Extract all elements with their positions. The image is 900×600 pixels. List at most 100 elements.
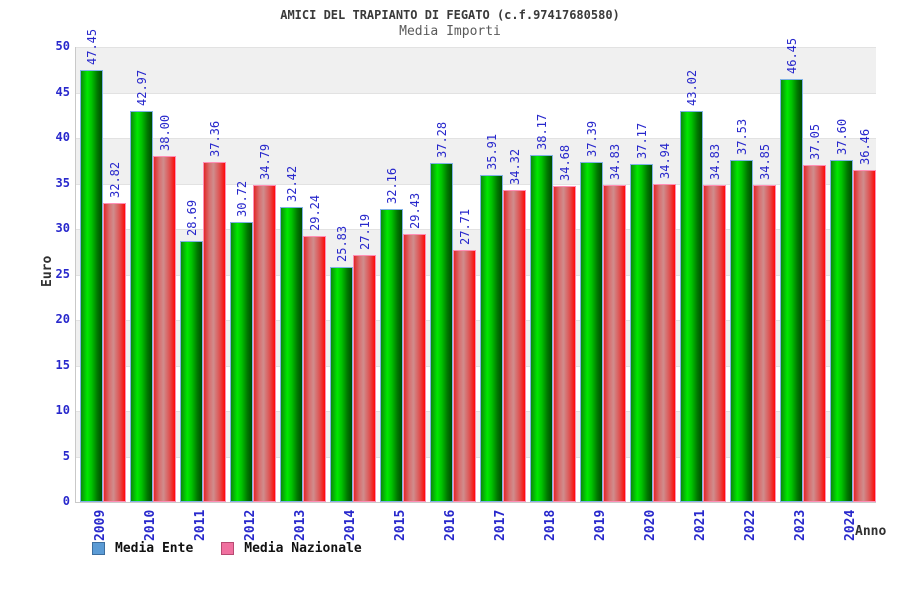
y-tick-label: 35: [55, 175, 70, 190]
bar-value-label: 25.83: [334, 225, 349, 262]
bar-value-label: 37.17: [634, 122, 649, 159]
x-tick-label-2017: 2017: [493, 509, 508, 541]
bar-media-nazionale-2020: [653, 184, 676, 502]
bar-value-label: 34.68: [557, 145, 572, 182]
bar-value-label: 29.43: [407, 193, 422, 230]
gridline: [76, 320, 876, 321]
bar-value-label: 34.32: [507, 148, 522, 185]
bar-media-ente-2010: [130, 110, 153, 502]
bar-value-label: 34.85: [757, 143, 772, 180]
bar-value-label: 27.19: [357, 213, 372, 250]
bar-media-nazionale-2023: [803, 164, 826, 502]
chart-subtitle: Media Importi: [399, 24, 501, 39]
bar-media-ente-2016: [430, 162, 453, 502]
bar-media-nazionale-2022: [753, 184, 776, 502]
bar-media-nazionale-2016: [453, 249, 476, 502]
x-tick-label-2013: 2013: [293, 509, 308, 541]
bar-media-ente-2023: [780, 79, 803, 502]
plot-band: [76, 92, 876, 138]
bar-media-nazionale-2019: [603, 185, 626, 502]
bar-media-ente-2022: [730, 160, 753, 502]
gridline: [76, 365, 876, 367]
bar-value-label: 37.28: [434, 121, 449, 158]
x-tick-label-2020: 2020: [643, 509, 658, 541]
gridline: [76, 411, 876, 412]
y-tick-label: 5: [62, 448, 70, 463]
x-tick-label-2021: 2021: [693, 509, 708, 541]
bar-media-nazionale-2018: [553, 186, 576, 502]
y-tick-label: 15: [55, 357, 70, 372]
gridline: [76, 92, 876, 94]
bar-value-label: 34.83: [707, 143, 722, 181]
bar-value-label: 32.16: [384, 168, 399, 205]
x-tick-label-2009: 2009: [93, 509, 108, 541]
bar-media-nazionale-2009: [103, 203, 126, 502]
gridline: [76, 138, 876, 139]
bar-value-label: 27.71: [457, 208, 472, 245]
bar-value-label: 46.45: [784, 38, 799, 75]
bar-value-label: 37.39: [584, 120, 599, 157]
gridline: [76, 47, 876, 48]
bar-value-label: 37.36: [207, 120, 222, 158]
bar-value-label: 37.60: [834, 118, 849, 155]
x-tick-label-2016: 2016: [443, 509, 458, 541]
y-tick-label: 50: [55, 39, 70, 53]
x-tick-label-2011: 2011: [193, 509, 208, 541]
bar-media-ente-2018: [530, 154, 553, 502]
bar-media-nazionale-2010: [153, 156, 176, 502]
legend-item-media-nazionale: Media Nazionale: [221, 541, 362, 556]
bar-media-nazionale-2014: [353, 254, 376, 502]
bar-value-label: 34.79: [257, 144, 272, 181]
x-tick-label-2019: 2019: [593, 509, 608, 541]
y-tick-label: 45: [55, 84, 70, 99]
legend-swatch-media-ente: [92, 542, 105, 555]
gridline: [76, 456, 876, 458]
bar-media-ente-2021: [680, 110, 703, 502]
x-tick-label-2014: 2014: [343, 509, 358, 541]
y-tick-label: 10: [55, 403, 70, 417]
gridline: [76, 274, 876, 276]
bar-media-nazionale-2024: [853, 170, 876, 502]
chart-title: AMICI DEL TRAPIANTO DI FEGATO (c.f.97417…: [280, 8, 620, 22]
bar-value-label: 32.82: [107, 162, 122, 199]
x-tick-label-2023: 2023: [793, 509, 808, 541]
bar-media-ente-2013: [280, 206, 303, 502]
bar-value-label: 35.91: [484, 134, 499, 171]
bar-value-label: 30.72: [234, 181, 249, 218]
bar-value-label: 42.97: [134, 69, 149, 106]
bar-media-ente-2015: [380, 209, 403, 502]
bar-media-ente-2017: [480, 175, 503, 502]
bar-media-nazionale-2011: [203, 162, 226, 502]
bar-media-ente-2020: [630, 163, 653, 502]
legend-label-media-ente: Media Ente: [115, 541, 194, 556]
gridline: [76, 183, 876, 185]
bar-media-ente-2019: [580, 161, 603, 502]
plot-band: [76, 138, 876, 184]
legend-label-media-nazionale: Media Nazionale: [244, 541, 362, 556]
legend: Media Ente Media Nazionale: [92, 541, 362, 556]
bar-value-label: 37.53: [734, 119, 749, 156]
y-tick-label: 40: [55, 130, 70, 144]
bar-value-label: 36.46: [857, 129, 872, 166]
bar-value-label: 32.42: [284, 165, 299, 202]
plot-band: [76, 47, 876, 93]
bar-media-nazionale-2013: [303, 235, 326, 502]
bar-media-nazionale-2012: [253, 185, 276, 502]
y-tick-label: 0: [62, 494, 70, 508]
x-tick-label-2018: 2018: [543, 509, 558, 541]
x-axis-title: Anno: [855, 524, 887, 539]
plot-area: 47.45 32.82 2009 42.97 38.00 2010 28.69 37.36 20…: [75, 29, 876, 541]
x-tick-label-2012: 2012: [243, 509, 258, 541]
bar-media-ente-2024: [830, 159, 853, 502]
x-tick-label-2022: 2022: [743, 509, 758, 541]
bar-value-label: 29.24: [307, 194, 322, 231]
bar-media-ente-2011: [180, 240, 203, 502]
bar-value-label: 47.45: [84, 29, 99, 66]
bar-value-label: 37.05: [807, 123, 822, 160]
y-tick-label: 25: [55, 266, 70, 281]
bar-media-nazionale-2017: [503, 189, 526, 502]
bar-value-label: 38.17: [534, 113, 549, 150]
gridline: [76, 229, 876, 230]
bar-media-ente-2012: [230, 222, 253, 502]
